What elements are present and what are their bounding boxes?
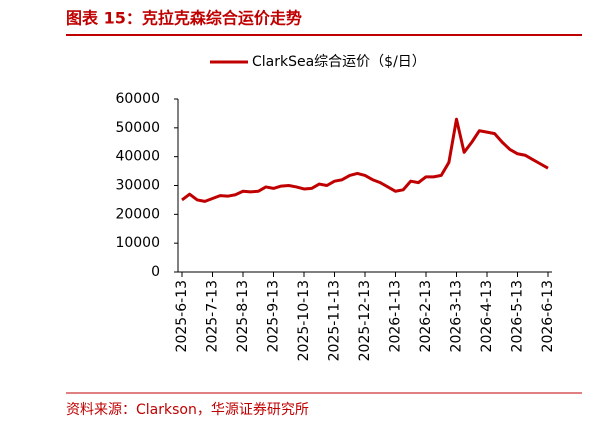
y-tick-label: 0 <box>151 264 160 280</box>
y-tick-label: 60000 <box>115 91 160 107</box>
x-tick-label: 2026-2-13 <box>418 280 434 352</box>
y-tick-label: 50000 <box>115 120 160 136</box>
y-tick-label: 30000 <box>115 178 160 194</box>
x-tick-label: 2026-6-13 <box>540 280 556 352</box>
x-tick-label: 2025-10-13 <box>296 280 312 361</box>
y-tick-label: 20000 <box>115 206 160 222</box>
x-tick-label: 2025-12-13 <box>357 280 373 361</box>
line-series <box>181 117 549 203</box>
x-tick-label: 2026-1-13 <box>388 280 404 352</box>
x-tick-label: 2025-7-13 <box>205 280 221 352</box>
x-tick-label: 2025-6-13 <box>174 280 190 352</box>
x-tick-label: 2026-3-13 <box>449 280 465 352</box>
y-tick-label: 40000 <box>115 149 160 165</box>
x-tick-label: 2026-5-13 <box>510 280 526 352</box>
x-tick-label: 2026-4-13 <box>479 280 495 352</box>
chart-title: 图表 15：克拉克森综合运价走势 <box>66 9 302 28</box>
x-tick-label: 2025-8-13 <box>235 280 251 352</box>
y-tick-label: 10000 <box>115 235 160 251</box>
source: 资料来源：Clarkson，华源证券研究所 <box>66 402 309 418</box>
x-tick-label: 2025-9-13 <box>266 280 282 352</box>
x-tick-label: 2025-11-13 <box>327 280 343 361</box>
legend-label: ClarkSea综合运价（$/日） <box>252 54 426 70</box>
